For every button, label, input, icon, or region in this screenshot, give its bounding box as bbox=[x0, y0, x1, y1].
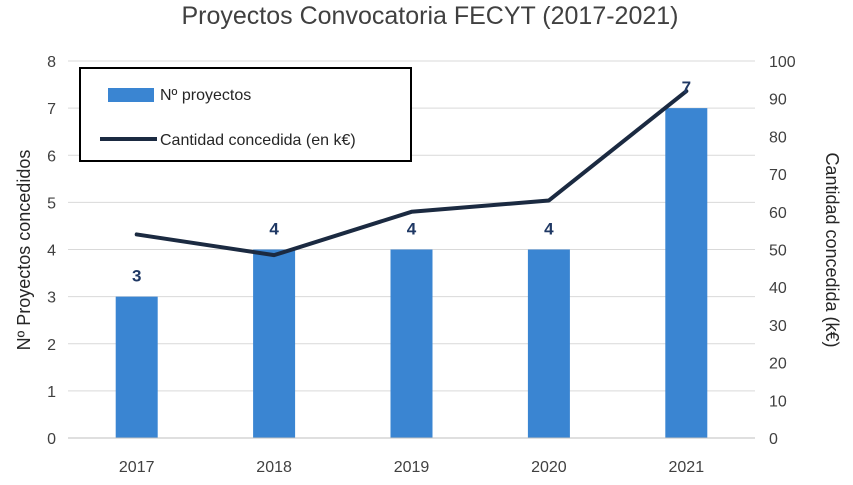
y-tick-label: 5 bbox=[47, 195, 56, 212]
y2-tick-label: 80 bbox=[769, 129, 787, 146]
bar bbox=[527, 249, 570, 438]
y2-tick-label: 70 bbox=[769, 167, 787, 184]
legend: Nº proyectos Cantidad concedida (en k€) bbox=[79, 67, 412, 162]
y2-tick-label: 100 bbox=[769, 54, 796, 71]
y2-tick-label: 60 bbox=[769, 205, 787, 222]
bar-data-label: 4 bbox=[544, 220, 554, 239]
bar bbox=[390, 249, 433, 438]
legend-box bbox=[79, 67, 412, 162]
x-tick-label: 2020 bbox=[531, 459, 567, 476]
y-tick-label: 2 bbox=[47, 337, 56, 354]
x-tick-label: 2019 bbox=[394, 459, 430, 476]
bar-data-label: 4 bbox=[269, 220, 279, 239]
y-tick-label: 0 bbox=[47, 431, 56, 448]
y2-tick-label: 20 bbox=[769, 356, 787, 373]
y-axis-title: Nº Proyectos concedidos bbox=[14, 150, 34, 351]
y-tick-label: 4 bbox=[47, 243, 56, 260]
y-axis-left: 0 1 2 3 4 5 6 7 8 bbox=[47, 54, 56, 448]
y2-tick-label: 30 bbox=[769, 318, 787, 335]
data-labels: 3 4 4 4 7 bbox=[132, 78, 691, 286]
y-tick-label: 7 bbox=[47, 101, 56, 118]
bar bbox=[115, 296, 158, 438]
y2-tick-label: 50 bbox=[769, 243, 787, 260]
y-axis-right: 0 10 20 30 40 50 60 70 80 90 100 bbox=[769, 54, 796, 448]
y2-tick-label: 10 bbox=[769, 393, 787, 410]
bar-data-label: 4 bbox=[407, 220, 417, 239]
x-tick-label: 2017 bbox=[119, 459, 155, 476]
legend-line-label: Cantidad concedida (en k€) bbox=[160, 132, 356, 149]
x-tick-label: 2021 bbox=[669, 459, 705, 476]
legend-bar-swatch bbox=[108, 88, 154, 102]
x-axis: 2017 2018 2019 2020 2021 bbox=[68, 437, 755, 476]
bar-data-label: 3 bbox=[132, 267, 141, 286]
line-series bbox=[134, 89, 689, 258]
y2-tick-label: 90 bbox=[769, 92, 787, 109]
y2-tick-label: 0 bbox=[769, 431, 778, 448]
bar bbox=[253, 249, 296, 438]
bar bbox=[665, 108, 708, 438]
x-tick-label: 2018 bbox=[256, 459, 292, 476]
bar-series bbox=[115, 108, 708, 438]
y2-tick-label: 40 bbox=[769, 280, 787, 297]
line-series-path bbox=[134, 89, 689, 258]
bar-data-label: 7 bbox=[682, 78, 691, 97]
y-tick-label: 6 bbox=[47, 148, 56, 165]
legend-bar-label: Nº proyectos bbox=[160, 87, 251, 104]
y2-axis-title: Cantidad concedida (k€) bbox=[822, 152, 842, 347]
y-tick-label: 1 bbox=[47, 384, 56, 401]
y-tick-label: 8 bbox=[47, 54, 56, 71]
chart-title: Proyectos Convocatoria FECYT (2017-2021) bbox=[182, 2, 679, 30]
y-tick-label: 3 bbox=[47, 290, 56, 307]
